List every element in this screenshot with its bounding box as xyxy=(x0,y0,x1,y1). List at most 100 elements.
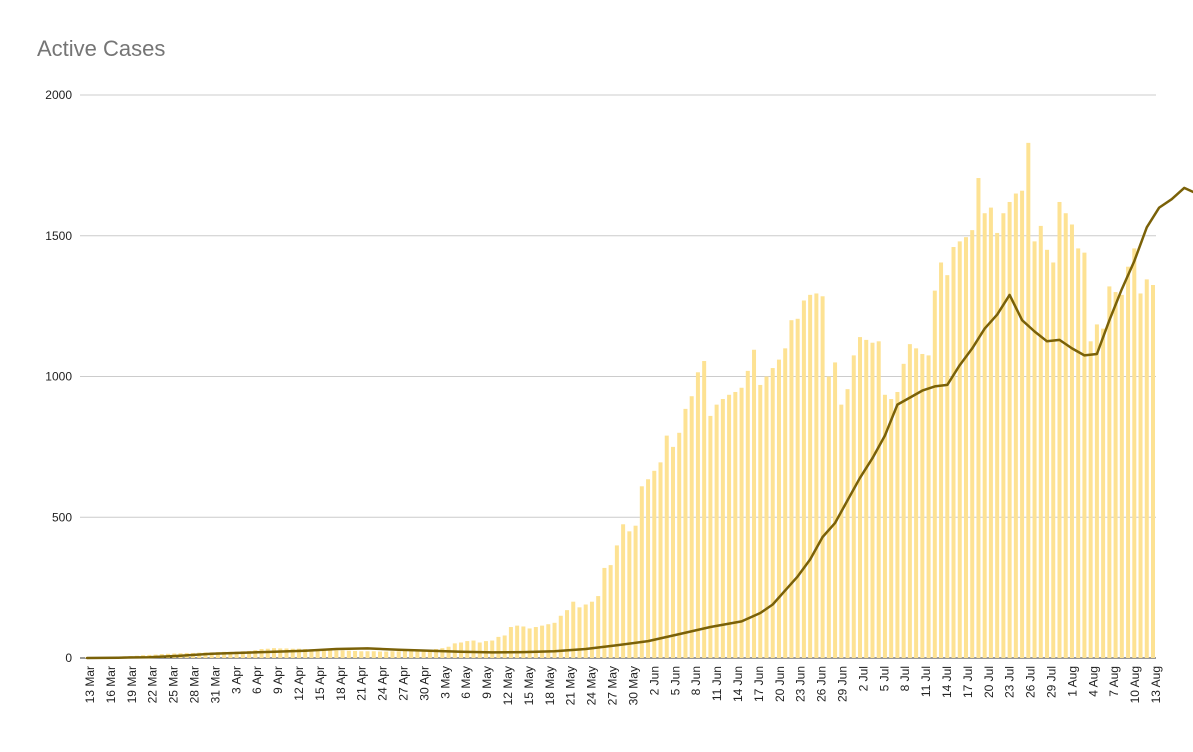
bar xyxy=(720,399,725,658)
bar xyxy=(820,296,825,658)
bar xyxy=(1069,224,1074,659)
bar xyxy=(477,642,482,658)
bar xyxy=(858,337,863,658)
bar xyxy=(1051,262,1056,658)
x-axis: 13 Mar 16 Mar 19 Mar 22 Mar 25 Mar 28 Mar 31 M… xyxy=(83,666,1163,705)
x-tick-label: 15 Apr xyxy=(313,666,327,701)
bar xyxy=(882,394,887,658)
bar xyxy=(1094,324,1099,658)
bar xyxy=(714,404,719,658)
x-tick-label: 8 Jun xyxy=(689,666,703,695)
x-tick-label: 18 May xyxy=(543,666,557,705)
x-tick-label: 6 Apr xyxy=(250,666,264,694)
x-tick-label: 17 Jun xyxy=(752,666,766,702)
bar xyxy=(440,648,445,658)
x-tick-label: 5 Jul xyxy=(877,666,891,691)
bar xyxy=(870,342,875,658)
x-tick-label: 13 Mar xyxy=(83,666,97,703)
bar xyxy=(409,650,414,658)
x-tick-label: 13 Aug xyxy=(1149,666,1163,703)
x-tick-label: 24 May xyxy=(585,666,599,705)
bar xyxy=(814,293,819,658)
bar xyxy=(963,237,968,658)
bar xyxy=(988,207,993,658)
bar xyxy=(253,650,258,658)
x-tick-label: 19 Mar xyxy=(125,666,139,703)
bar xyxy=(415,650,420,658)
bar xyxy=(471,640,476,658)
x-tick-label: 10 Aug xyxy=(1128,666,1142,703)
x-tick-label: 20 Jun xyxy=(773,666,787,702)
x-tick-label: 11 Jun xyxy=(710,666,724,701)
bar xyxy=(976,178,981,659)
x-tick-label: 3 May xyxy=(438,666,452,699)
x-tick-label: 12 Apr xyxy=(292,666,306,701)
x-tick-label: 26 Jul xyxy=(1024,666,1038,698)
bar xyxy=(951,247,956,658)
bar xyxy=(633,525,638,658)
bar xyxy=(540,625,545,658)
bar xyxy=(222,651,227,658)
bar xyxy=(939,262,944,658)
bar xyxy=(658,462,663,658)
bar xyxy=(901,363,906,658)
x-tick-label: 21 Apr xyxy=(355,666,369,701)
x-tick-label: 27 May xyxy=(606,666,620,705)
bar xyxy=(315,649,320,658)
x-tick-label: 29 Jul xyxy=(1044,666,1058,698)
x-tick-label: 2 Jul xyxy=(856,666,870,691)
bar xyxy=(359,651,364,658)
bar xyxy=(321,649,326,658)
bar xyxy=(1020,190,1025,658)
x-tick-label: 2 Jun xyxy=(647,666,661,695)
x-tick-label: 17 Jul xyxy=(961,666,975,698)
bar xyxy=(1013,193,1018,658)
bar xyxy=(296,648,301,658)
bar xyxy=(839,404,844,658)
bar xyxy=(371,651,376,658)
bar xyxy=(346,650,351,658)
bar xyxy=(864,339,869,658)
y-axis: 0 500 1000 1500 2000 xyxy=(45,88,72,665)
bar xyxy=(683,408,688,658)
bar xyxy=(795,318,800,658)
bar xyxy=(353,650,358,658)
bar xyxy=(652,470,657,658)
bar xyxy=(1132,248,1137,659)
bar xyxy=(1107,286,1112,658)
bar xyxy=(328,650,333,658)
bar xyxy=(1113,292,1118,658)
bar xyxy=(1001,213,1006,659)
bar xyxy=(876,341,881,658)
bar xyxy=(695,372,700,658)
bar xyxy=(421,650,426,658)
x-tick-label: 24 Apr xyxy=(376,666,390,701)
x-tick-label: 9 Apr xyxy=(271,666,285,694)
bar xyxy=(789,320,794,658)
bar xyxy=(496,636,501,658)
trend-line xyxy=(85,186,1193,660)
bar xyxy=(365,651,370,658)
bar xyxy=(926,355,931,658)
x-tick-label: 4 Aug xyxy=(1086,666,1100,697)
bar xyxy=(1151,285,1155,658)
bar xyxy=(247,650,252,658)
bar xyxy=(1026,142,1031,659)
bar xyxy=(677,432,682,658)
bar xyxy=(577,607,582,658)
bar xyxy=(334,650,339,658)
bar xyxy=(957,241,962,658)
bar xyxy=(845,389,850,658)
bar xyxy=(278,648,283,658)
x-tick-label: 1 Aug xyxy=(1065,666,1079,697)
bar xyxy=(920,353,925,658)
x-tick-label: 3 Apr xyxy=(229,666,243,694)
bar xyxy=(515,625,520,658)
bar xyxy=(745,370,750,658)
bar xyxy=(752,349,757,658)
bar xyxy=(565,610,570,658)
bar xyxy=(1032,241,1037,658)
x-tick-label: 5 Jun xyxy=(668,666,682,695)
x-tick-label: 30 Apr xyxy=(417,666,431,701)
